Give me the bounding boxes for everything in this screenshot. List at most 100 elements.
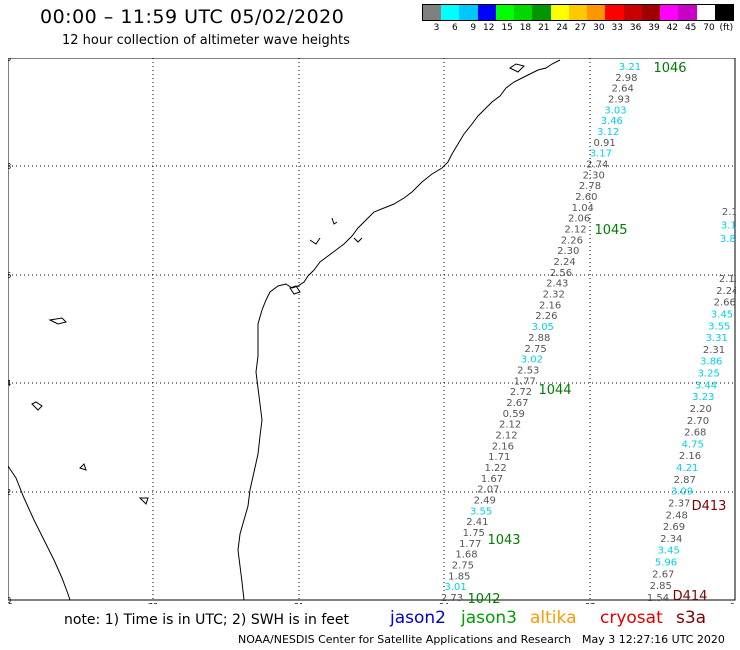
wave-height-value: 0.59	[503, 409, 525, 420]
wave-height-value: 2.34	[660, 534, 682, 545]
wave-height-value: 0.91	[593, 138, 615, 149]
wave-height-value: 3.86	[700, 357, 722, 368]
legend-tick-label: 21	[538, 23, 550, 33]
wave-height-value: 3.45	[711, 309, 733, 320]
footer-timestamp: May 3 12:27:16 UTC 2020	[582, 633, 725, 646]
wave-height-value: 2.60	[575, 192, 597, 203]
pass-label: 1046	[653, 61, 686, 76]
legend-swatch	[459, 5, 478, 20]
legend-tick-label: 27	[574, 23, 587, 33]
latitude-label: 10	[8, 596, 11, 604]
wave-height-value: 2.06	[568, 214, 590, 225]
legend-tick-label: 45	[684, 23, 697, 33]
legend-tick-label: (ft)	[719, 23, 734, 33]
sat-s3a: s3a	[676, 608, 707, 628]
wave-height-value: 2.69	[663, 522, 685, 533]
pass-label: 1044	[538, 383, 571, 398]
wave-height-value: 2.73	[441, 593, 463, 604]
wave-height-value: 2.85	[650, 581, 672, 592]
legend-tick-label: 39	[648, 23, 660, 33]
legend-tick-label: 42	[666, 23, 679, 33]
legend-tick-label: 30	[593, 23, 605, 33]
wave-height-value: 2.70	[687, 416, 709, 427]
wave-height-value: 1.77	[459, 539, 481, 550]
wave-height-value: 2.18	[722, 207, 736, 218]
legend-swatch	[423, 5, 442, 20]
pass-label: D414	[673, 589, 708, 604]
legend-swatch	[660, 5, 679, 20]
wave-height-value: 2.07	[477, 485, 499, 496]
wave-height-value: 2.13	[719, 274, 736, 285]
wave-height-value: 1.68	[455, 550, 477, 561]
legend-tick-label: 12	[482, 23, 495, 33]
map-frame	[8, 58, 736, 601]
wave-height-value: 2.67	[652, 569, 674, 580]
color-scale-legend: 3 6 9 12 15 18 21 24 27 30 33 36 39 42 45 70 (ft)	[422, 4, 734, 36]
latitude-label: 18	[8, 162, 11, 171]
wave-height-value: 2.78	[579, 181, 601, 192]
wave-height-value: 2.68	[684, 428, 706, 439]
wave-height-value: 3.23	[692, 392, 714, 403]
longitude-label: 78	[148, 602, 158, 604]
wave-height-value: 3.46	[601, 116, 623, 127]
latitude-label: 12	[8, 488, 11, 497]
wave-height-value: 2.74	[586, 160, 608, 171]
sat-altika: altika	[530, 608, 577, 628]
wave-height-value: 1.67	[481, 474, 503, 485]
legend-swatch	[641, 5, 661, 20]
legend-swatch	[696, 5, 715, 20]
latitude-label: 20	[8, 58, 11, 63]
wave-height-value: 2.32	[543, 290, 565, 301]
wave-height-value: 3.01	[444, 582, 466, 593]
wave-height-value: 1.22	[484, 463, 506, 474]
map-subtitle: 12 hour collection of altimeter wave hei…	[62, 33, 350, 48]
jason3-track-1046-1042: 3.212.982.642.933.033.463.120.913.172.74…	[441, 62, 641, 604]
wave-height-value: 1.54	[647, 593, 669, 604]
wave-height-value: 2.12	[499, 420, 521, 431]
wave-height-value: 2.37	[668, 499, 690, 510]
wave-height-value: 2.12	[564, 225, 586, 236]
wave-height-value: 2.24	[716, 286, 736, 297]
wave-height-value: 3.17	[590, 149, 612, 160]
wave-height-value: 3.44	[695, 380, 717, 391]
wave-height-value: 3.45	[658, 546, 680, 557]
wave-height-value: 3.09	[671, 487, 693, 498]
wave-height-value: 2.16	[492, 441, 514, 452]
wave-height-value: 2.49	[474, 496, 496, 507]
wave-height-value: 2.93	[608, 95, 630, 106]
color-scale-swatches	[422, 4, 734, 21]
legend-swatch	[714, 5, 733, 20]
wave-height-value: 3.05	[532, 322, 554, 333]
wave-height-value: 1.77	[514, 376, 536, 387]
wave-height-value: 2.30	[557, 246, 579, 257]
legend-swatch	[495, 5, 515, 20]
wave-height-value: 2.43	[546, 279, 568, 290]
legend-swatch	[514, 5, 533, 20]
wave-height-value: 2.12	[495, 430, 517, 441]
wave-height-value: 2.75	[452, 561, 474, 572]
sat-jason3: jason3	[461, 608, 517, 628]
footer-note: note: 1) Time is in UTC; 2) SWH is in fe…	[64, 612, 350, 628]
wave-height-value: 3.31	[706, 333, 728, 344]
wave-height-value: 1.71	[488, 452, 510, 463]
longitude-label: 90	[730, 602, 736, 604]
legend-swatch	[568, 5, 588, 20]
legend-swatch	[441, 5, 460, 20]
legend-swatch	[678, 5, 697, 20]
wave-height-value: 2.16	[539, 300, 561, 311]
wave-height-value: 2.87	[674, 475, 696, 486]
pass-labels: 1046 1045 1044 1043 1042 D413 D414	[467, 61, 726, 604]
color-scale-ticks: 3 6 9 12 15 18 21 24 27 30 33 36 39 42 45 70 (ft)	[422, 23, 734, 33]
latitude-label: 16	[8, 271, 11, 280]
wave-height-value: 2.16	[679, 451, 701, 462]
wave-height-value: 2.75	[524, 344, 546, 355]
latitude-label: 14	[8, 379, 11, 388]
wave-height-value: 2.67	[506, 398, 528, 409]
pass-label: 1042	[467, 592, 500, 604]
wave-height-value: 3.21	[619, 62, 641, 73]
legend-tick-label: 70	[703, 23, 715, 33]
longitude-label: 75	[8, 602, 13, 604]
wave-height-value: 2.56	[550, 268, 572, 279]
wave-height-value: 4.21	[676, 463, 698, 474]
wave-height-value: 2.66	[714, 298, 736, 309]
